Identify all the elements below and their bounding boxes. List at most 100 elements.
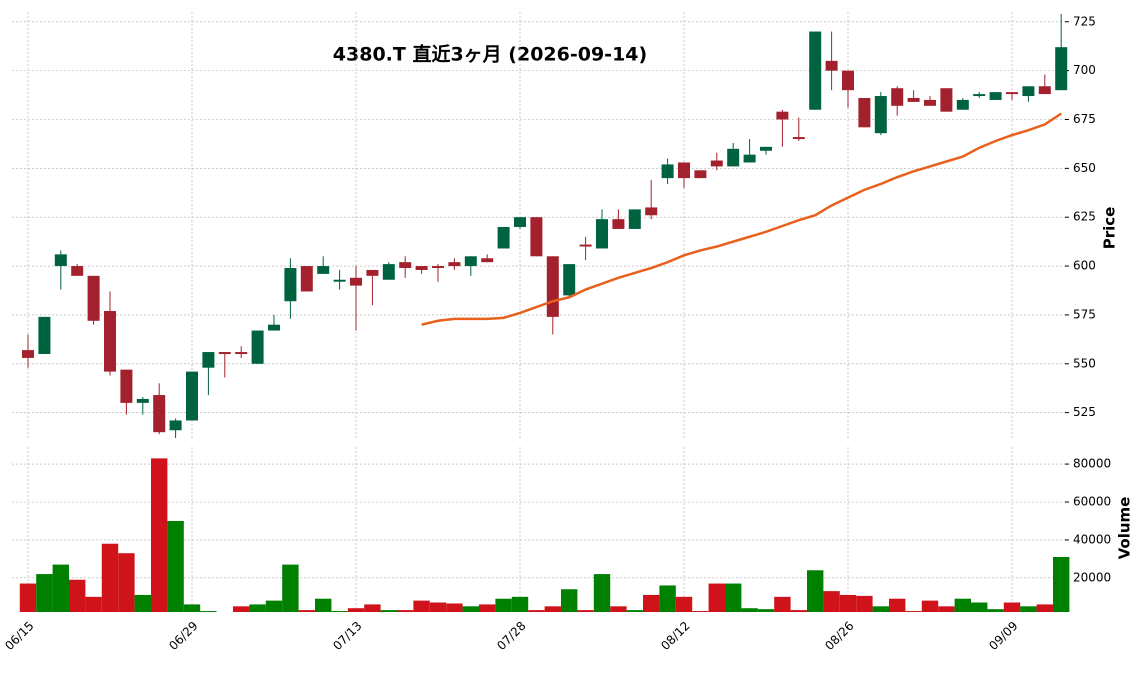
candle-body: [776, 111, 789, 120]
volume-bar: [971, 602, 988, 612]
candle-body: [120, 369, 133, 403]
candle-body: [825, 60, 838, 71]
candle-body: [710, 160, 723, 167]
candle-body: [956, 99, 969, 110]
volume-bar: [675, 596, 693, 612]
candle-body: [1022, 86, 1035, 97]
volume-bar: [364, 604, 381, 612]
candle-body: [546, 256, 559, 317]
volume-bar: [1053, 557, 1070, 612]
volume-bar: [347, 608, 365, 612]
candle-body: [169, 420, 182, 431]
candle-body: [104, 311, 116, 372]
price-axis-label: Price: [1101, 207, 1119, 250]
volume-bar: [151, 458, 168, 612]
volume-bar: [643, 594, 660, 612]
candle-body: [924, 99, 936, 106]
x-tick-label: 07/13: [330, 619, 364, 653]
candle-body: [464, 256, 477, 267]
candle-body: [1055, 47, 1068, 91]
volume-bar: [183, 604, 201, 612]
candle-body: [497, 226, 510, 249]
volume-bar: [233, 606, 250, 612]
chart-title: 4380.T 直近3ヶ月 (2026-09-14): [333, 43, 647, 66]
candle-body: [727, 148, 740, 167]
y-tick-label: 675: [1073, 112, 1096, 126]
candle-body: [415, 266, 428, 270]
y-tick-label: 60000: [1073, 495, 1111, 509]
candle-body: [612, 219, 625, 229]
candle-body: [71, 266, 84, 276]
candle-body: [760, 146, 772, 151]
candle-body: [891, 88, 904, 106]
candle-body: [1038, 86, 1051, 95]
candle-body: [563, 264, 576, 296]
volume-bar: [101, 543, 119, 612]
volume-bar: [85, 596, 102, 612]
candle-body: [186, 371, 198, 421]
candle-body: [940, 88, 953, 112]
volume-bar: [692, 611, 709, 612]
candle-body: [22, 350, 34, 358]
candle-body: [317, 266, 330, 274]
moving-average-line: [421, 112, 1062, 326]
volume-bar: [905, 611, 922, 612]
candle-body: [284, 268, 297, 302]
candle-body: [300, 266, 313, 292]
volume-bar: [380, 610, 397, 612]
candle-body: [54, 254, 67, 267]
candle-body: [678, 162, 690, 179]
volume-bar: [938, 606, 955, 612]
volume-bar: [462, 606, 479, 612]
candle-body: [432, 266, 444, 269]
volume-bar: [889, 598, 906, 612]
candle-body: [1006, 92, 1018, 95]
volume-bar: [36, 574, 53, 612]
volume-bar: [1020, 606, 1037, 612]
volume-bar: [774, 596, 791, 612]
volume-bar: [561, 589, 578, 612]
candle-body: [399, 262, 412, 269]
y-tick-label: 625: [1073, 210, 1096, 224]
volume-bar: [249, 604, 266, 612]
volume-bar: [708, 583, 725, 612]
candle-body: [694, 170, 707, 179]
y-tick-label: 80000: [1073, 457, 1111, 471]
candle-body: [973, 94, 986, 97]
candle-body: [743, 154, 756, 163]
candle-body: [38, 316, 51, 355]
x-tick-label: 09/09: [986, 619, 1020, 653]
volume-bar: [528, 610, 545, 612]
candle-body: [514, 217, 526, 227]
volume-bar: [167, 520, 184, 612]
y-tick-label: 20000: [1073, 570, 1111, 584]
volume-bar: [544, 606, 561, 612]
x-tick-label: 07/28: [494, 619, 528, 653]
candle-body: [153, 395, 166, 433]
volume-bar: [1003, 602, 1021, 612]
y-tick-label: 725: [1073, 14, 1096, 28]
volume-bar: [577, 610, 594, 612]
y-tick-label: 40000: [1073, 532, 1111, 546]
y-tick-label: 525: [1073, 405, 1096, 419]
candle-body: [809, 31, 822, 110]
volume-axis-label: Volume: [1116, 497, 1134, 560]
volume-bar: [807, 570, 824, 612]
y-tick-label: 700: [1073, 63, 1096, 77]
candle-body: [858, 97, 871, 128]
candle-body: [382, 264, 395, 280]
volume-bar: [659, 585, 676, 612]
candle-body: [481, 258, 494, 263]
volume-bar: [298, 610, 315, 612]
volume-bar: [134, 594, 151, 612]
y-tick-label: 600: [1073, 259, 1096, 273]
volume-bar: [315, 598, 332, 612]
candle-body: [136, 398, 149, 403]
candle-body: [596, 219, 608, 249]
volume-bar: [69, 579, 86, 612]
candle-body: [989, 92, 1002, 100]
volume-bar: [987, 609, 1004, 612]
y-tick-label: 550: [1073, 356, 1096, 370]
candle-body: [874, 96, 887, 134]
volume-bar: [413, 600, 430, 612]
